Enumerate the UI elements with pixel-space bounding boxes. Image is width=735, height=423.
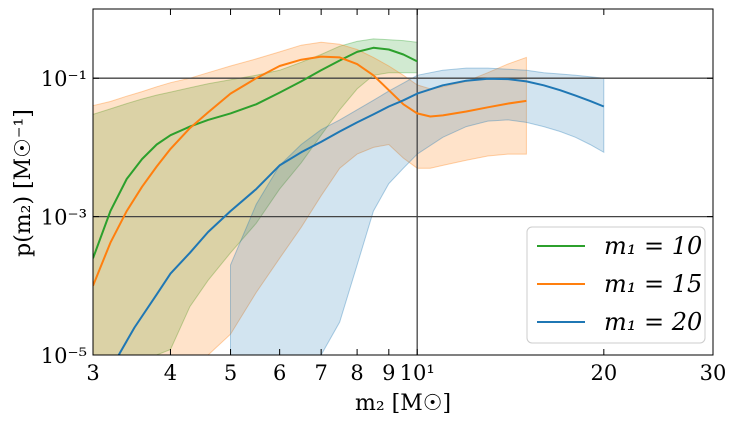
x-tick-label: 3: [86, 361, 99, 385]
plot-frame: [92, 8, 714, 356]
line-series-2: [93, 55, 527, 287]
legend: m₁ = 10 m₁ = 15 m₁ = 20: [526, 226, 706, 344]
band-series-2: [93, 41, 527, 355]
legend-box: [526, 226, 706, 344]
x-axis-label: m₂ [M☉]: [355, 391, 451, 416]
x-tick-label: 10¹: [400, 361, 435, 385]
y-tick-label: 10⁻⁵: [41, 344, 87, 368]
line-series-3: [117, 77, 605, 355]
x-tick-label: 6: [273, 361, 286, 385]
x-tick-label: 8: [350, 361, 363, 385]
y-tick-label: 10⁻³: [41, 206, 87, 230]
y-tick-label: 10⁻¹: [41, 67, 87, 91]
x-tick-label: 4: [164, 361, 177, 385]
legend-label-3: m₁ = 20: [604, 308, 702, 336]
x-tick-label: 20: [590, 361, 617, 385]
line-series-1: [93, 46, 418, 259]
x-tick-label: 30: [700, 361, 727, 385]
x-tick-label: 9: [382, 361, 395, 385]
legend-label-1: m₁ = 10: [604, 232, 702, 260]
x-tick-label: 5: [224, 361, 237, 385]
legend-label-2: m₁ = 15: [604, 270, 702, 298]
x-tick-label: 7: [314, 361, 327, 385]
y-axis-label: p(m₂) [M☉⁻¹]: [11, 109, 36, 257]
